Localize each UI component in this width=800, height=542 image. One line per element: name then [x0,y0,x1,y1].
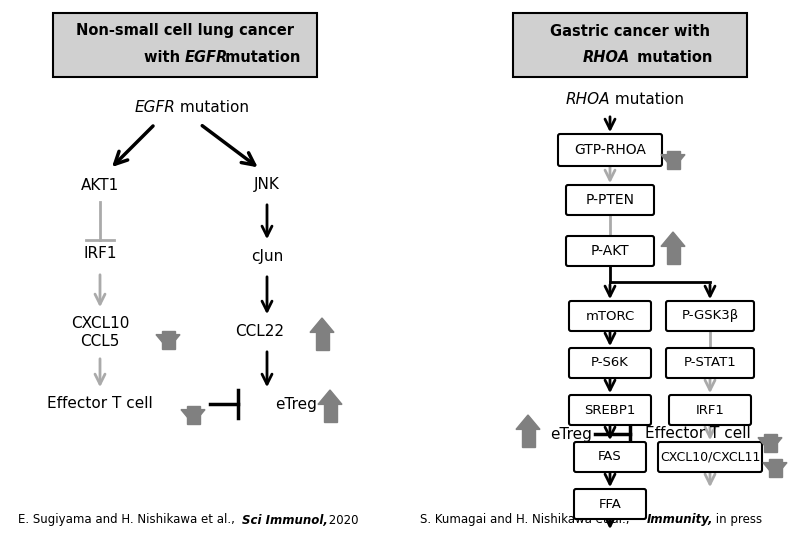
Text: Non-small cell lung cancer: Non-small cell lung cancer [76,23,294,38]
Polygon shape [758,437,782,452]
Text: SREBP1: SREBP1 [584,403,636,416]
Text: mutation: mutation [610,92,684,106]
Bar [186,406,199,424]
Text: CXCL10: CXCL10 [71,317,129,332]
Polygon shape [661,154,685,169]
Text: EGFR: EGFR [185,49,228,64]
Bar [323,404,337,422]
Text: mutation: mutation [175,100,249,114]
Text: Gastric cancer with: Gastric cancer with [550,23,710,38]
Polygon shape [156,334,180,349]
Bar [162,331,174,349]
Polygon shape [310,318,334,332]
FancyBboxPatch shape [566,236,654,266]
Polygon shape [661,232,685,247]
Text: FAS: FAS [598,450,622,463]
Polygon shape [516,415,540,429]
FancyBboxPatch shape [658,442,762,472]
Text: cJun: cJun [251,249,283,264]
Text: CCL22: CCL22 [235,325,285,339]
Text: Immunity,: Immunity, [647,513,714,526]
Text: mutation: mutation [220,49,300,64]
FancyBboxPatch shape [574,442,646,472]
Text: Effector T cell: Effector T cell [47,397,153,411]
Text: IRF1: IRF1 [83,247,117,261]
Text: P-AKT: P-AKT [590,244,630,258]
Bar [763,434,777,452]
Text: GTP-RHOA: GTP-RHOA [574,143,646,157]
Text: FFA: FFA [598,498,622,511]
Text: Effector T cell: Effector T cell [645,427,750,442]
Text: S. Kumagai and H. Nishikawa et al.,: S. Kumagai and H. Nishikawa et al., [420,513,634,526]
Text: JNK: JNK [254,177,280,192]
Text: EGFR: EGFR [134,100,175,114]
Bar [769,460,782,477]
Text: P-PTEN: P-PTEN [586,193,634,207]
Text: eTreg: eTreg [275,397,317,411]
FancyBboxPatch shape [666,348,754,378]
FancyBboxPatch shape [669,395,751,425]
Text: P-STAT1: P-STAT1 [684,357,736,370]
Text: IRF1: IRF1 [695,403,725,416]
Text: eTreg: eTreg [550,427,592,442]
Text: P-S6K: P-S6K [591,357,629,370]
FancyBboxPatch shape [566,185,654,215]
Text: RHOA: RHOA [582,49,630,64]
Text: AKT1: AKT1 [81,177,119,192]
Bar [315,332,329,350]
Bar [666,247,679,264]
FancyBboxPatch shape [569,348,651,378]
FancyBboxPatch shape [513,13,747,77]
FancyBboxPatch shape [569,301,651,331]
Bar [666,151,679,169]
FancyBboxPatch shape [666,301,754,331]
Text: CCL5: CCL5 [80,334,120,350]
Polygon shape [318,390,342,404]
Text: RHOA: RHOA [566,92,610,106]
Text: mutation: mutation [632,49,712,64]
FancyBboxPatch shape [574,489,646,519]
Text: CXCL10/CXCL11: CXCL10/CXCL11 [660,450,760,463]
Polygon shape [181,410,205,424]
Bar [522,429,534,447]
Text: Sci Immunol,: Sci Immunol, [242,513,328,526]
Text: P-GSK3β: P-GSK3β [682,309,738,322]
FancyBboxPatch shape [558,134,662,166]
FancyBboxPatch shape [569,395,651,425]
Polygon shape [763,463,787,477]
Text: 2020: 2020 [325,513,358,526]
Text: in press: in press [712,513,762,526]
Text: mTORC: mTORC [586,309,634,322]
FancyBboxPatch shape [53,13,317,77]
Text: E. Sugiyama and H. Nishikawa et al.,: E. Sugiyama and H. Nishikawa et al., [18,513,238,526]
Text: with: with [144,49,185,64]
